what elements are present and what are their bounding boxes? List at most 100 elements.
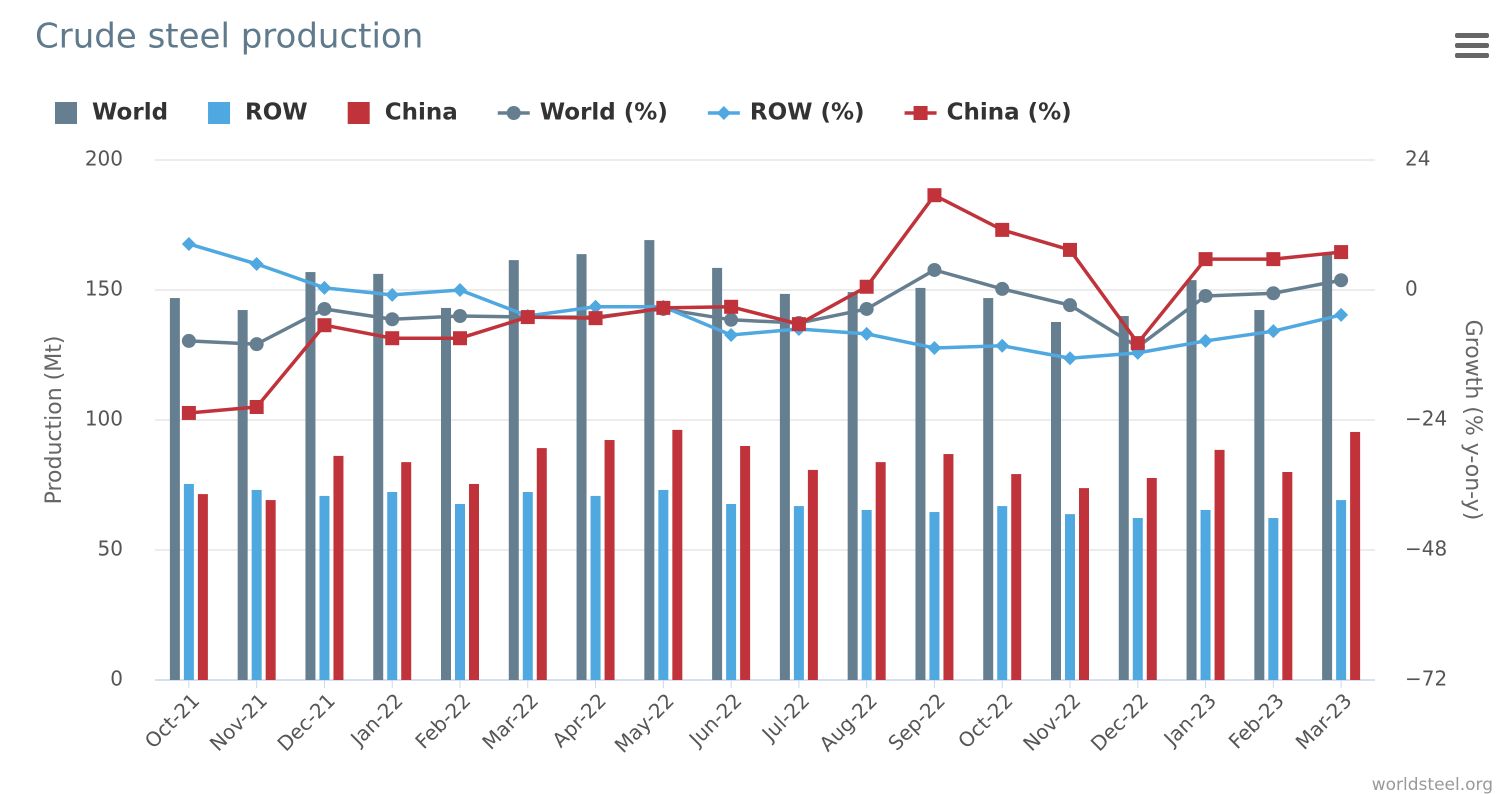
bar [658,489,669,680]
y2-tick-label: 24 [1405,147,1430,171]
point [317,301,332,316]
x-tick-label: Nov-21 [205,688,272,755]
bar [1336,500,1347,680]
line [188,242,1342,361]
bar [1282,472,1293,680]
bar [929,512,940,680]
point [927,188,942,203]
line [188,192,1342,415]
point [724,312,739,327]
bar [793,506,804,680]
point [1266,252,1281,267]
point [656,300,671,315]
legend-item[interactable]: ROW (%) [707,100,865,126]
x-tick-label: Nov-22 [1018,688,1085,755]
point [995,338,1010,353]
bar [1214,449,1225,680]
bar [441,307,451,680]
bar [779,293,790,680]
point [859,326,874,341]
x-tick-label: Feb-22 [410,688,475,753]
legend-symbol [55,102,77,124]
point [588,299,603,314]
point [1063,351,1077,366]
y-tick-label: 0 [110,667,123,691]
bar [644,240,655,680]
legend-item[interactable]: World [55,100,168,126]
x-tick-label: Dec-22 [1086,688,1153,755]
point [249,337,264,352]
point [1334,307,1349,322]
point [1334,273,1349,288]
bar [576,254,587,680]
legend-item[interactable]: ROW [208,100,308,126]
legend-item[interactable]: China [347,100,458,126]
x-tick-label: Apr-22 [547,688,611,752]
bar [1350,431,1361,680]
legend-marker [506,106,521,120]
legend-symbol [347,102,370,124]
bar [536,448,547,680]
point [453,331,467,346]
point [1063,298,1077,313]
bar [807,469,818,680]
point [1130,336,1145,351]
bar [197,494,208,680]
legend-label: ROW [245,100,308,126]
bar [1254,310,1265,680]
bar [726,503,737,680]
x-tick-label: Jul-22 [756,688,815,747]
bar [740,446,751,680]
y-tick-label: 200 [85,147,123,171]
x-tick-label: May-22 [610,688,679,757]
legend-marker [716,106,731,120]
legend-item[interactable]: China (%) [904,100,1072,126]
menu-icon[interactable] [1455,33,1489,58]
point [385,331,400,346]
point [249,257,264,271]
point [249,400,264,414]
legend-label: World (%) [540,100,668,126]
y2-tick-label: −24 [1405,407,1447,431]
point [995,222,1010,237]
bar [1011,474,1022,680]
point [317,318,332,333]
x-tick-label: Jan-23 [1158,688,1221,751]
point [724,327,739,342]
bar [983,298,994,680]
point [1266,324,1281,339]
menu-bar [1455,43,1489,48]
x-tick-label: Dec-21 [272,688,339,755]
bar [522,492,533,680]
bar [861,509,872,680]
bar [333,455,344,680]
point [859,279,874,294]
bar [373,273,384,680]
bar [469,483,479,680]
bar [997,506,1008,680]
bar [590,495,601,680]
legend-label: China (%) [947,100,1072,126]
y-tick-label: 100 [85,407,123,431]
legend-item[interactable]: World (%) [497,100,668,126]
menu-bar [1455,33,1489,38]
point [181,333,196,348]
bar [169,298,180,680]
y-tick-label: 150 [85,277,123,301]
point [1266,286,1281,301]
bar [712,267,723,680]
x-tick-label: Jun-22 [683,688,747,752]
point [1198,252,1213,267]
point [927,340,942,355]
x-tick-label: Oct-21 [140,688,205,753]
bar [847,292,858,680]
bar [1268,518,1279,680]
legend-label: China [385,100,458,126]
bar [672,429,683,680]
x-tick-label: Mar-23 [1291,688,1357,754]
bar [875,462,886,680]
credit: worldsteel.org [1372,775,1493,794]
bar [1200,509,1211,680]
line [188,268,1342,349]
